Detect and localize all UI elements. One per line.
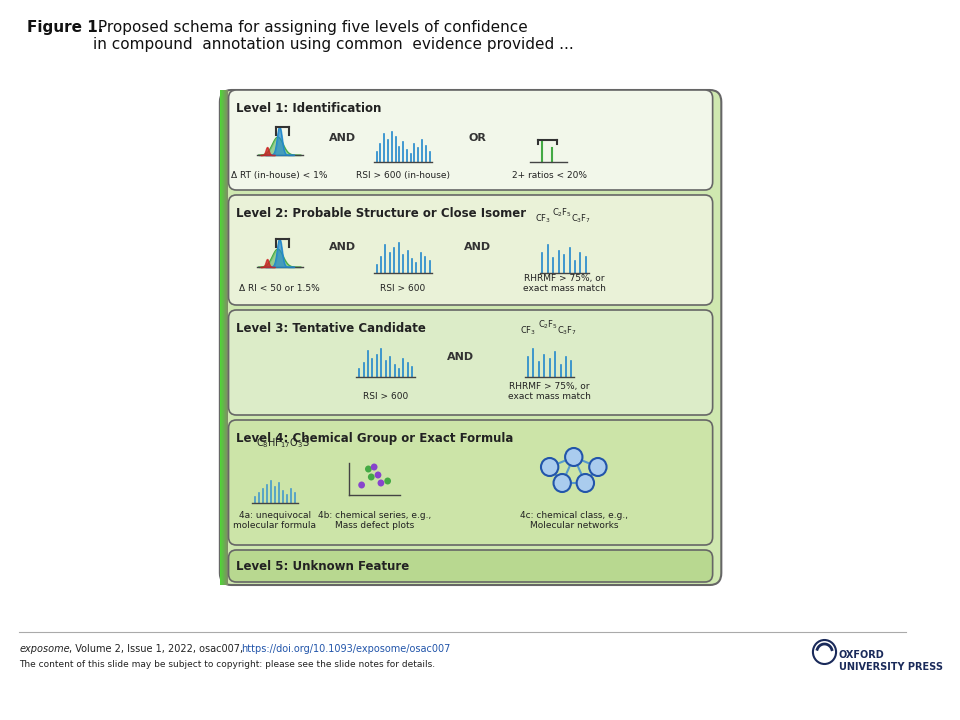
Text: OR: OR — [468, 133, 487, 143]
Text: Level 1: Identification: Level 1: Identification — [236, 102, 382, 115]
Circle shape — [368, 474, 374, 480]
Text: AND: AND — [464, 242, 491, 252]
FancyBboxPatch shape — [228, 310, 712, 415]
Text: CF$_3$: CF$_3$ — [520, 325, 537, 337]
Text: RHRMF > 75%, or
exact mass match: RHRMF > 75%, or exact mass match — [508, 382, 591, 401]
Text: Level 2: Probable Structure or Close Isomer: Level 2: Probable Structure or Close Iso… — [236, 207, 526, 220]
Text: OXFORD
UNIVERSITY PRESS: OXFORD UNIVERSITY PRESS — [839, 650, 943, 672]
Text: AND: AND — [447, 352, 474, 362]
Text: C$_3$F$_7$: C$_3$F$_7$ — [557, 325, 577, 337]
Text: RSI > 600: RSI > 600 — [380, 284, 425, 293]
Text: The content of this slide may be subject to copyright: please see the slide note: The content of this slide may be subject… — [19, 660, 436, 669]
Text: RSI > 600 (in-house): RSI > 600 (in-house) — [356, 171, 450, 180]
Text: , Volume 2, Issue 1, 2022, osac007,: , Volume 2, Issue 1, 2022, osac007, — [69, 644, 250, 654]
Text: AND: AND — [328, 133, 356, 143]
Circle shape — [589, 458, 607, 476]
Text: RSI > 600: RSI > 600 — [363, 392, 408, 401]
Circle shape — [374, 472, 381, 479]
Circle shape — [384, 477, 391, 485]
Text: Δ RT (in-house) < 1%: Δ RT (in-house) < 1% — [231, 171, 328, 180]
Circle shape — [371, 464, 377, 470]
Text: RHRMF > 75%, or
exact mass match: RHRMF > 75%, or exact mass match — [522, 274, 606, 293]
Circle shape — [554, 474, 571, 492]
Text: C$_8$HF$_{17}$O$_3$S: C$_8$HF$_{17}$O$_3$S — [255, 436, 309, 450]
Text: C$_2$F$_5$: C$_2$F$_5$ — [552, 207, 572, 219]
Text: Proposed schema for assigning five levels of confidence
in compound  annotation : Proposed schema for assigning five level… — [92, 20, 573, 53]
Text: Δ RI < 50 or 1.5%: Δ RI < 50 or 1.5% — [239, 284, 320, 293]
Text: Level 4: Chemical Group or Exact Formula: Level 4: Chemical Group or Exact Formula — [236, 432, 514, 445]
Text: Level 5: Unknown Feature: Level 5: Unknown Feature — [236, 559, 410, 572]
Text: CF$_3$: CF$_3$ — [535, 212, 551, 225]
Circle shape — [377, 480, 384, 487]
FancyBboxPatch shape — [228, 550, 712, 582]
Circle shape — [365, 466, 372, 472]
FancyBboxPatch shape — [228, 195, 712, 305]
Text: 2+ ratios < 20%: 2+ ratios < 20% — [513, 171, 588, 180]
FancyBboxPatch shape — [220, 90, 721, 585]
Text: C$_2$F$_5$: C$_2$F$_5$ — [538, 318, 558, 331]
Text: exposome: exposome — [19, 644, 70, 654]
Text: C$_3$F$_7$: C$_3$F$_7$ — [571, 212, 591, 225]
Text: 4c: chemical class, e.g.,
Molecular networks: 4c: chemical class, e.g., Molecular netw… — [519, 510, 628, 530]
Text: AND: AND — [328, 242, 356, 252]
Text: Level 3: Tentative Candidate: Level 3: Tentative Candidate — [236, 322, 426, 335]
Circle shape — [358, 482, 365, 488]
Text: Figure 1.: Figure 1. — [27, 20, 104, 35]
Circle shape — [577, 474, 594, 492]
FancyBboxPatch shape — [228, 420, 712, 545]
Text: 4a: unequivocal
molecular formula: 4a: unequivocal molecular formula — [233, 510, 317, 530]
FancyBboxPatch shape — [228, 90, 712, 190]
Circle shape — [565, 448, 583, 466]
Circle shape — [541, 458, 559, 476]
Text: https://doi.org/10.1093/exposome/osac007: https://doi.org/10.1093/exposome/osac007 — [241, 644, 450, 654]
Text: 4b: chemical series, e.g.,
Mass defect plots: 4b: chemical series, e.g., Mass defect p… — [318, 510, 431, 530]
